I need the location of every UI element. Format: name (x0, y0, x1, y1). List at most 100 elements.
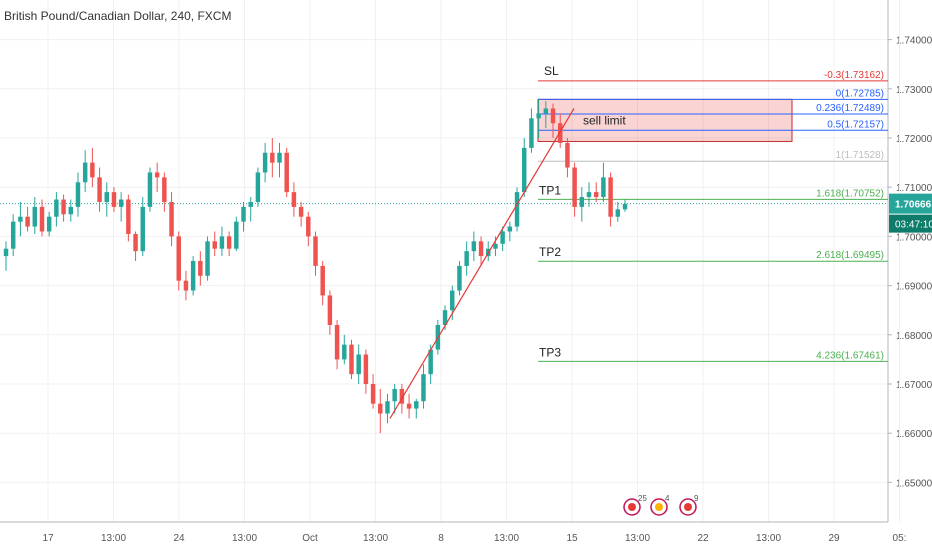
time-tick-label: 24 (173, 533, 185, 544)
price-tick-label: 1.70000 (896, 232, 932, 243)
time-tick-label: 13:00 (363, 533, 388, 544)
candle-body (536, 113, 541, 119)
candle-body (111, 192, 117, 207)
price-tick-label: 1.66000 (896, 429, 932, 440)
candle-body (190, 261, 196, 291)
candle-body (450, 290, 455, 311)
candle-body (118, 199, 124, 207)
candle-body (75, 182, 81, 207)
event-icon-inner (655, 503, 663, 511)
tp2-label: TP2 (539, 245, 561, 259)
current-price-tag (889, 193, 932, 214)
candle-body (183, 280, 189, 291)
candle-body (284, 152, 289, 193)
candle-body (543, 108, 549, 114)
candle-body (234, 221, 239, 249)
candle-body (32, 206, 38, 227)
candle-body (565, 142, 570, 168)
tp1-label: TP1 (539, 183, 561, 197)
candle-body (406, 403, 412, 409)
candle-body (493, 243, 498, 249)
candle-body (442, 310, 448, 325)
candle-body (205, 241, 210, 276)
candle-body (212, 241, 217, 249)
candle-body (615, 209, 621, 217)
price-tick-label: 1.67000 (896, 380, 932, 391)
candle-body (457, 265, 462, 291)
candle-body (500, 231, 505, 244)
time-tick-label: 17 (42, 533, 54, 544)
candle-body (61, 199, 66, 215)
event-count: 25 (638, 494, 647, 503)
candle-body (378, 403, 383, 414)
candle-body (270, 152, 275, 163)
candle-body (82, 162, 88, 183)
sell-limit-zone (537, 98, 793, 142)
candle-body (277, 152, 282, 163)
candle-body (356, 354, 361, 375)
countdown-tag (889, 214, 932, 233)
price-tick-label: 1.65000 (896, 478, 932, 489)
fib-level-label: 4.236(1.67461) (816, 350, 884, 361)
fib-level-label: 1.618(1.70752) (816, 188, 884, 199)
event-count: 4 (665, 494, 670, 503)
candle-body (586, 192, 592, 198)
candle-body (370, 384, 376, 404)
candle-body (133, 233, 138, 252)
candle-body (291, 192, 297, 207)
price-tick-label: 1.74000 (896, 36, 932, 47)
candle-body (226, 236, 232, 249)
candle-body (255, 172, 261, 202)
candle-body (593, 192, 599, 198)
candle-body (176, 236, 181, 281)
countdown-value: 03:47:10 (895, 220, 932, 231)
candle-body (514, 192, 520, 227)
time-tick-label: 8 (438, 533, 444, 544)
candle-body (385, 401, 390, 414)
candle-body (557, 123, 563, 143)
time-tick-label: 15 (566, 533, 578, 544)
time-tick-label: 05: (893, 533, 907, 544)
candle-body (507, 226, 513, 232)
candle-body (39, 206, 45, 232)
time-tick-label: 13:00 (756, 533, 781, 544)
candle-body (262, 152, 268, 173)
fib-level-label: 2.618(1.69495) (816, 250, 884, 261)
candle-body (579, 197, 585, 207)
time-tick-label: 13:00 (232, 533, 257, 544)
candle-body (169, 201, 174, 237)
time-tick-label: 13:00 (625, 533, 650, 544)
candle-body (147, 172, 153, 207)
price-tick-label: 1.73000 (896, 85, 932, 96)
fib-level-label: 0.5(1.72157) (827, 119, 884, 130)
fib-level-label: 1(1.71528) (836, 150, 884, 161)
chart-title: British Pound/Canadian Dollar, 240, FXCM (4, 9, 232, 23)
candle-body (334, 324, 340, 360)
candle-body (313, 236, 318, 266)
price-tick-label: 1.68000 (896, 331, 932, 342)
candle-body (90, 162, 95, 178)
fib-level-label: -0.3(1.73162) (824, 70, 884, 81)
candle-body (320, 265, 325, 296)
candle-body (18, 216, 23, 222)
candle-body (104, 192, 109, 202)
candle-body (298, 206, 304, 217)
current-price-value: 1.70666 (895, 200, 932, 211)
sell-limit-label: sell limit (583, 113, 626, 127)
time-tick-label: 22 (697, 533, 709, 544)
candle-body (25, 216, 30, 227)
fib-level-label: 0(1.72785) (836, 88, 884, 99)
candle-body (126, 199, 131, 234)
candle-body (219, 236, 225, 249)
time-tick-label: 13:00 (101, 533, 126, 544)
candle-body (10, 221, 16, 249)
candle-body (464, 251, 469, 266)
price-tick-label: 1.71000 (896, 183, 932, 194)
candle-body (54, 199, 59, 217)
candle-body (622, 203, 628, 210)
time-tick-label: 13:00 (494, 533, 519, 544)
candle-body (342, 344, 347, 360)
